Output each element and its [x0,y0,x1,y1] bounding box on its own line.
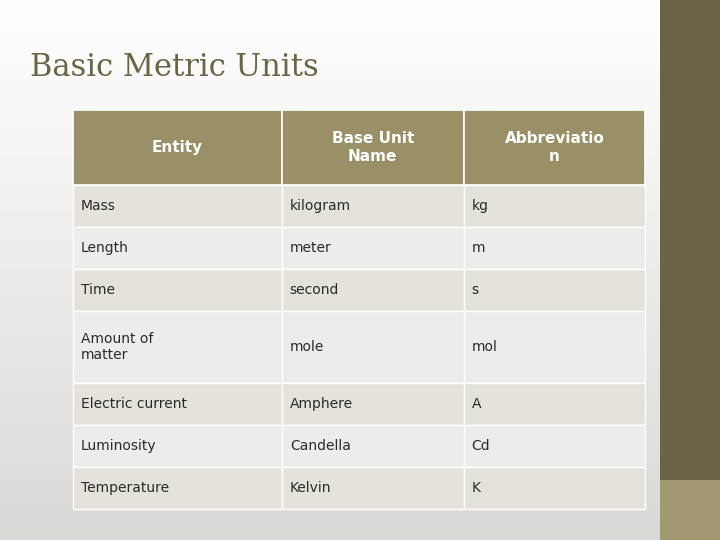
Text: Kelvin: Kelvin [289,481,331,495]
Bar [464,110,645,185]
Text: s: s [472,283,479,297]
Text: A: A [472,397,481,411]
Bar [464,383,645,425]
Text: Luminosity: Luminosity [81,439,157,453]
Bar [282,227,464,269]
Text: second: second [289,283,339,297]
Text: Base Unit
Name: Base Unit Name [331,131,414,164]
Text: Basic Metric Units: Basic Metric Units [30,52,319,84]
Text: Cd: Cd [472,439,490,453]
Text: Mass: Mass [81,199,116,213]
Text: kg: kg [472,199,489,213]
Bar [73,110,282,185]
Text: kilogram: kilogram [289,199,351,213]
Text: mole: mole [289,340,324,354]
Bar [73,425,282,467]
Text: Temperature: Temperature [81,481,169,495]
Bar [73,311,282,383]
Bar [464,425,645,467]
Bar [660,0,720,480]
Text: Electric current: Electric current [81,397,187,411]
Bar [73,383,282,425]
Text: K: K [472,481,481,495]
Text: Abbreviatio
n: Abbreviatio n [505,131,604,164]
Bar [464,467,645,509]
Text: m: m [472,241,485,255]
Bar [73,185,282,227]
Bar [282,110,464,185]
Bar [660,480,720,540]
Bar [464,269,645,311]
Bar [282,425,464,467]
Text: Amount of
matter: Amount of matter [81,332,153,362]
Bar [282,467,464,509]
Text: Amphere: Amphere [289,397,353,411]
Text: Entity: Entity [152,140,203,155]
Bar [464,185,645,227]
Text: Time: Time [81,283,115,297]
Bar [464,311,645,383]
Text: Candella: Candella [289,439,351,453]
Bar [73,467,282,509]
Bar [282,269,464,311]
Bar [282,185,464,227]
Text: mol: mol [472,340,498,354]
Text: meter: meter [289,241,331,255]
Bar [464,227,645,269]
Bar [282,311,464,383]
Bar [282,383,464,425]
Bar [73,227,282,269]
Bar [73,269,282,311]
Text: Length: Length [81,241,129,255]
